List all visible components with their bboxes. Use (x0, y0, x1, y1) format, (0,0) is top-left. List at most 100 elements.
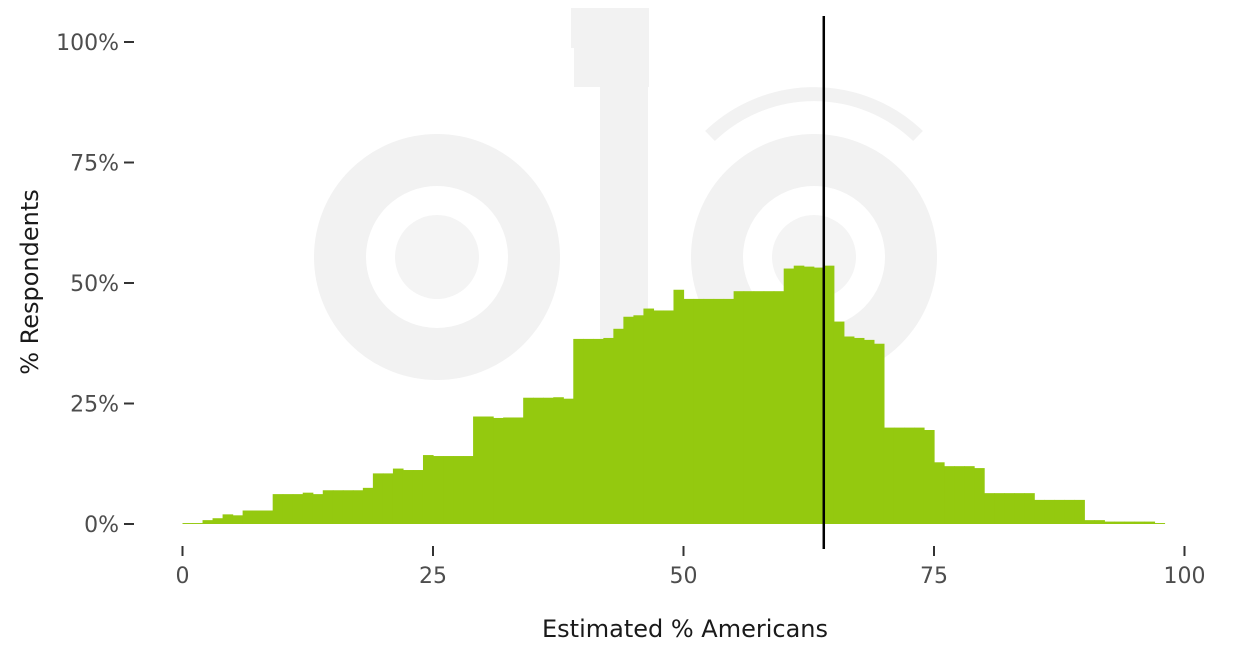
histogram-bar (382, 473, 394, 524)
histogram-bar (934, 462, 945, 524)
histogram-bar (1134, 521, 1146, 524)
histogram-bar (753, 291, 765, 524)
histogram-bar (493, 417, 504, 524)
histogram-bar (1054, 499, 1065, 524)
histogram-bar (222, 514, 234, 524)
histogram-bar (673, 289, 685, 524)
histogram-bar (693, 298, 705, 524)
histogram-bar (392, 468, 404, 524)
histogram-bar (653, 310, 665, 524)
histogram-bar (853, 337, 865, 524)
histogram-bar (182, 523, 194, 524)
x-tick-label: 50 (670, 564, 698, 589)
histogram-bar (292, 494, 304, 524)
histogram-bar (1004, 493, 1015, 524)
histogram-bar (783, 268, 795, 524)
histogram-bar (713, 298, 725, 524)
histogram-bar (893, 427, 905, 524)
histogram-bar (813, 267, 825, 524)
histogram-bar (623, 316, 634, 524)
histogram-bar (523, 397, 534, 524)
histogram-bar (212, 518, 224, 524)
histogram-bar (743, 291, 755, 524)
histogram-bar (1014, 493, 1025, 524)
histogram-bar (994, 493, 1005, 524)
histogram-bar (1104, 521, 1115, 524)
histogram-bar (342, 490, 354, 524)
histogram-bar (262, 510, 274, 524)
histogram-bar (422, 455, 434, 524)
histogram-bar (723, 298, 735, 524)
x-tick-label: 0 (176, 564, 190, 589)
histogram-bar (803, 266, 815, 524)
histogram-bar (1114, 521, 1125, 524)
histogram-bar (443, 456, 454, 524)
histogram-bar (192, 523, 204, 524)
y-axis: 0% 25% 50% 75% 100% (56, 31, 134, 538)
histogram-bar (603, 337, 614, 524)
histogram-bar (974, 468, 985, 524)
histogram-bar (1034, 499, 1045, 524)
histogram-bar (483, 416, 494, 524)
x-tick-label: 100 (1164, 564, 1206, 589)
histogram-bar (1124, 521, 1135, 524)
x-axis-title: Estimated % Americans (542, 615, 828, 643)
histogram-bar (613, 328, 624, 524)
histogram-bar (372, 473, 384, 524)
histogram-bar (352, 490, 364, 524)
histogram-bar (1044, 499, 1055, 524)
histogram-bar (553, 397, 564, 524)
histogram-bar (322, 490, 334, 524)
histogram-bar (513, 417, 524, 524)
histogram-bar (402, 470, 414, 524)
y-tick-label: 100% (56, 31, 119, 56)
histogram-bar (913, 427, 925, 524)
histogram-bar (1064, 499, 1075, 524)
histogram-bar (453, 456, 464, 524)
histogram-bar (823, 265, 835, 524)
histogram-bar (1084, 520, 1095, 524)
histogram-bar (312, 494, 324, 524)
histogram-bar (643, 308, 655, 524)
histogram-bar (703, 298, 715, 524)
histogram-bar (1024, 493, 1035, 524)
histogram-bar (763, 291, 775, 524)
histogram-bar (633, 315, 645, 524)
histogram-bar (362, 487, 374, 524)
histogram-bar (332, 490, 344, 524)
histogram-bar (964, 466, 975, 524)
y-axis-title: % Respondents (16, 189, 44, 375)
histogram-bar (683, 298, 695, 524)
histogram-bar (923, 430, 935, 524)
histogram-bar (583, 338, 594, 524)
histogram-bar (944, 466, 955, 524)
y-tick-label: 75% (70, 152, 119, 177)
histogram-bar (563, 398, 574, 524)
histogram-bar (1154, 523, 1166, 524)
histogram-bar (663, 310, 675, 524)
histogram-bar (282, 494, 294, 524)
histogram-bar (793, 265, 805, 524)
histogram-bar (954, 466, 965, 524)
x-tick-label: 75 (920, 564, 948, 589)
histogram-bar (833, 321, 845, 524)
histogram-bar (903, 427, 915, 524)
histogram-bar (202, 520, 214, 524)
histogram-bar (843, 336, 855, 524)
histogram-bar (733, 291, 745, 524)
histogram-bar (412, 470, 424, 524)
histogram-bar (433, 456, 444, 524)
histogram-bar (503, 417, 514, 524)
histogram-bar (883, 427, 895, 524)
y-tick-label: 0% (84, 513, 119, 538)
histogram-bar (272, 494, 284, 524)
histogram-bar (473, 416, 484, 524)
x-tick-label: 25 (419, 564, 447, 589)
histogram-bar (242, 510, 254, 524)
y-tick-label: 25% (70, 393, 119, 418)
histogram-bar (984, 493, 995, 524)
histogram-bar (573, 338, 584, 524)
histogram-bar (252, 510, 264, 524)
histogram-bar (593, 338, 604, 524)
